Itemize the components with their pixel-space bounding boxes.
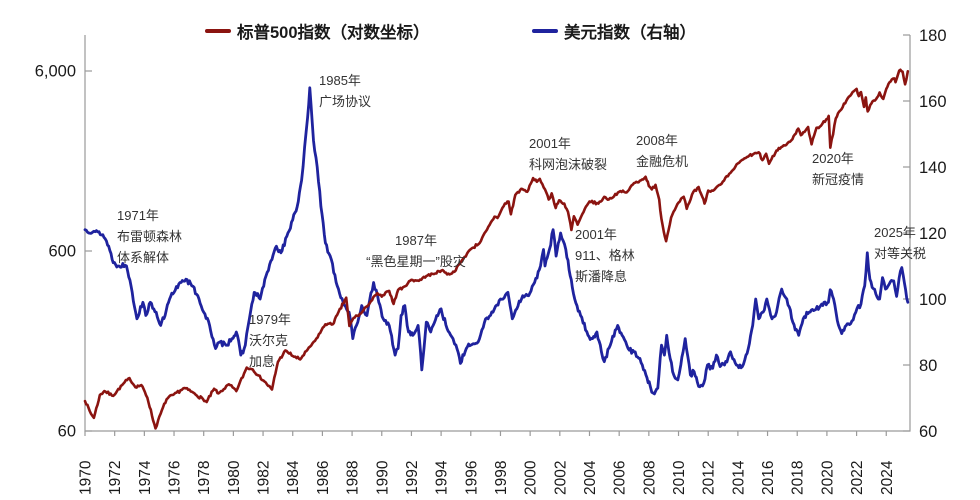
legend-item-sp500: 标普500指数（对数坐标）	[205, 20, 430, 42]
x-axis-tick-label: 1976	[167, 461, 184, 495]
dollar-index-line-swatch	[532, 29, 558, 33]
axis-frame	[84, 35, 911, 432]
x-axis-tick-label: 2002	[552, 461, 569, 495]
right-axis-tick-label: 180	[919, 27, 947, 45]
x-axis-tick-label: 1974	[137, 460, 154, 495]
left-axis-tick-label: 6,000	[35, 63, 76, 81]
right-axis-tick-label: 100	[919, 291, 947, 309]
x-axis-tick-label: 2018	[790, 461, 807, 495]
x-axis-tick-label: 2014	[730, 460, 747, 495]
x-axis-tick-label: 2000	[523, 460, 540, 495]
x-axis-tick-label: 2022	[849, 461, 866, 495]
event-annotation: 1979年 沃尔克 加息	[249, 312, 291, 369]
event-annotation: 1985年 广场协议	[319, 73, 372, 109]
event-annotation: 2020年 新冠疫情	[812, 151, 865, 187]
left-axis-tick-label: 600	[48, 243, 76, 261]
x-axis-tick-label: 1982	[256, 461, 273, 495]
right-axis-tick-label: 60	[919, 423, 937, 441]
x-axis-tick-label: 1986	[315, 461, 332, 495]
x-axis-tick-label: 1988	[345, 461, 362, 495]
x-axis-tick-label: 2006	[612, 461, 629, 495]
x-axis-tick-label: 1996	[463, 461, 480, 495]
event-annotation: 2008年 金融危机	[636, 133, 689, 169]
sp500-line-swatch	[205, 29, 231, 33]
event-annotation: 2001年 科网泡沫破裂	[529, 136, 608, 172]
x-axis-tick-label: 1972	[107, 461, 124, 495]
x-axis-tick-label: 1990	[374, 460, 391, 495]
event-annotation: 2001年 911、格林 斯潘降息	[575, 227, 635, 284]
right-axis-tick-label: 80	[919, 357, 937, 375]
x-axis-tick-label: 2010	[671, 460, 688, 495]
x-axis-tick-label: 2008	[641, 461, 658, 495]
x-axis-tick-label: 1998	[493, 461, 510, 495]
left-axis-tick-label: 60	[58, 423, 76, 441]
x-axis-tick-label: 2004	[582, 460, 599, 495]
sp500-line	[83, 68, 910, 430]
event-annotation: 1987年 “黑色星期一”股灾	[366, 233, 466, 269]
x-axis-tick-label: 1992	[404, 461, 421, 495]
right-axis-tick-label: 120	[919, 225, 947, 243]
x-axis-tick-label: 1984	[285, 460, 302, 495]
legend-label-dollar-index: 美元指数（右轴）	[564, 24, 696, 42]
x-axis-tick-label: 2020	[819, 460, 836, 495]
event-annotation: 1971年 布雷顿森林 体系解体	[117, 208, 183, 265]
x-axis-tick-label: 1980	[226, 460, 243, 495]
x-axis-tick-label: 2016	[760, 461, 777, 495]
event-annotation: 2025年 对等关税	[874, 225, 927, 261]
dollar-index-line	[83, 86, 910, 396]
legend-label-sp500: 标普500指数（对数坐标）	[237, 24, 430, 42]
right-axis-tick-label: 160	[919, 93, 947, 111]
legend-item-dollar-index: 美元指数（右轴）	[532, 20, 696, 42]
x-axis-tick-label: 1994	[434, 460, 451, 495]
x-axis-tick-label: 2012	[701, 461, 718, 495]
x-axis-tick-label: 1970	[78, 460, 95, 495]
x-axis-tick-label: 1978	[196, 461, 213, 495]
right-axis-tick-label: 140	[919, 159, 947, 177]
x-axis-tick-label: 2024	[879, 460, 896, 495]
